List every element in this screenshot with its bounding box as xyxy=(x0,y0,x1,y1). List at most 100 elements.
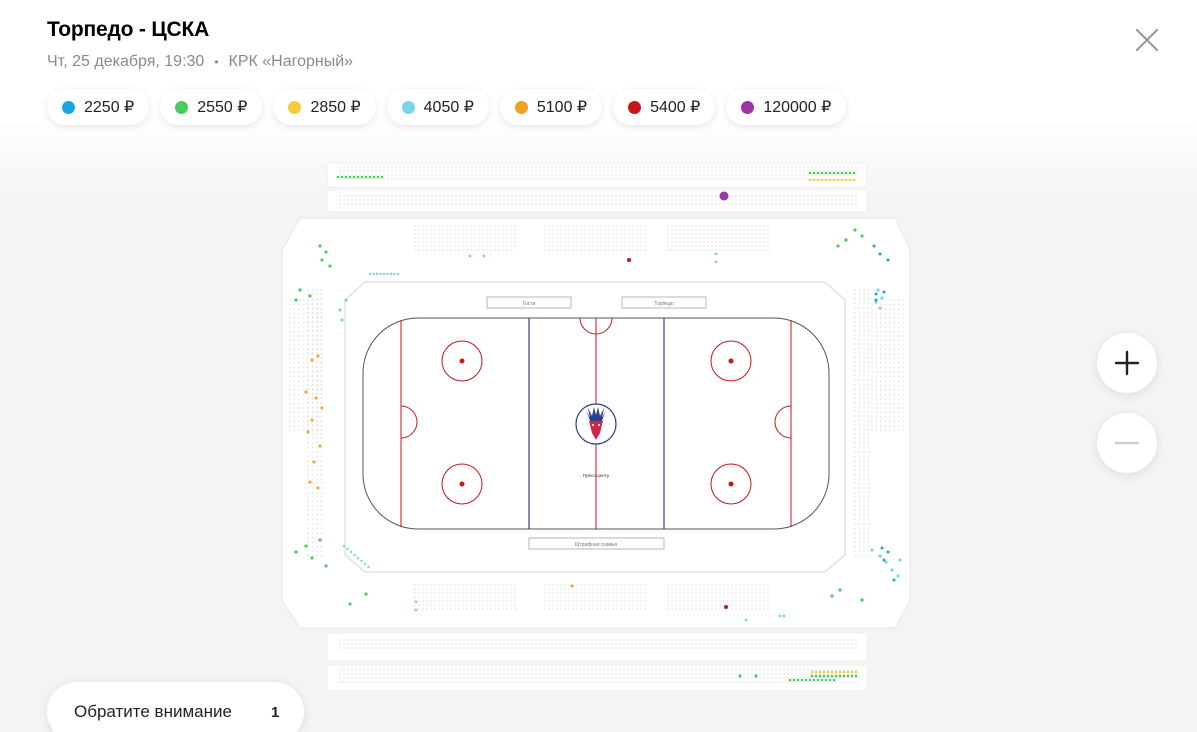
seat[interactable] xyxy=(644,245,646,247)
seat[interactable] xyxy=(371,166,373,168)
seat[interactable] xyxy=(423,174,425,176)
seat[interactable] xyxy=(763,596,765,598)
seat[interactable] xyxy=(544,249,546,251)
seat[interactable] xyxy=(563,677,565,679)
seat[interactable] xyxy=(575,174,577,176)
seat[interactable] xyxy=(615,647,617,649)
seat[interactable] xyxy=(671,166,673,168)
available-seat[interactable] xyxy=(808,171,812,175)
seat[interactable] xyxy=(363,174,365,176)
seat[interactable] xyxy=(699,596,701,598)
seat[interactable] xyxy=(446,245,448,247)
seat[interactable] xyxy=(506,584,508,586)
seat[interactable] xyxy=(427,178,429,180)
seat[interactable] xyxy=(454,245,456,247)
seat[interactable] xyxy=(867,379,870,381)
available-seat[interactable] xyxy=(878,554,882,558)
seat[interactable] xyxy=(438,584,440,586)
seat[interactable] xyxy=(375,166,377,168)
seat[interactable] xyxy=(867,383,870,386)
seat[interactable] xyxy=(635,669,637,671)
seat[interactable] xyxy=(616,608,618,610)
seat[interactable] xyxy=(459,195,461,197)
seat[interactable] xyxy=(491,669,493,671)
seat[interactable] xyxy=(289,348,291,351)
seat[interactable] xyxy=(735,225,737,227)
seat[interactable] xyxy=(889,389,891,391)
seat[interactable] xyxy=(699,245,701,247)
seat[interactable] xyxy=(632,225,634,227)
seat[interactable] xyxy=(831,203,833,205)
seat[interactable] xyxy=(644,233,646,235)
seat[interactable] xyxy=(403,166,405,168)
seat[interactable] xyxy=(902,366,905,369)
seat[interactable] xyxy=(422,233,424,235)
seat[interactable] xyxy=(671,596,673,598)
seat[interactable] xyxy=(403,639,405,641)
seat[interactable] xyxy=(671,647,673,649)
seat[interactable] xyxy=(552,229,554,231)
seat[interactable] xyxy=(902,348,905,351)
seat[interactable] xyxy=(475,643,477,645)
seat[interactable] xyxy=(679,233,681,235)
seat[interactable] xyxy=(898,335,900,337)
seat[interactable] xyxy=(628,604,630,606)
seat[interactable] xyxy=(603,669,605,671)
seat[interactable] xyxy=(683,199,685,201)
seat[interactable] xyxy=(527,673,529,675)
seat[interactable] xyxy=(479,677,481,679)
seat[interactable] xyxy=(427,669,429,671)
seat[interactable] xyxy=(316,302,318,305)
seat[interactable] xyxy=(451,199,453,201)
seat[interactable] xyxy=(311,415,314,417)
seat[interactable] xyxy=(320,383,323,386)
seat[interactable] xyxy=(604,229,606,231)
seat[interactable] xyxy=(320,464,323,467)
seat[interactable] xyxy=(595,199,597,201)
seat[interactable] xyxy=(560,245,562,247)
seat[interactable] xyxy=(855,170,857,172)
seat[interactable] xyxy=(434,241,436,243)
seat[interactable] xyxy=(759,237,761,239)
seat[interactable] xyxy=(675,608,677,610)
seat[interactable] xyxy=(695,245,697,247)
seat[interactable] xyxy=(458,588,460,590)
seat[interactable] xyxy=(463,639,465,641)
available-seat[interactable] xyxy=(382,272,386,276)
seat[interactable] xyxy=(783,199,785,201)
seat[interactable] xyxy=(731,195,733,197)
seat[interactable] xyxy=(763,199,765,201)
seat[interactable] xyxy=(547,643,549,645)
seat[interactable] xyxy=(739,249,741,251)
seat[interactable] xyxy=(559,669,561,671)
seat[interactable] xyxy=(455,677,457,679)
seat[interactable] xyxy=(884,371,887,373)
seat[interactable] xyxy=(735,166,737,168)
seat[interactable] xyxy=(567,174,569,176)
seat[interactable] xyxy=(511,639,513,641)
seat[interactable] xyxy=(715,203,717,205)
seat[interactable] xyxy=(719,647,721,649)
seat[interactable] xyxy=(407,174,409,176)
seat[interactable] xyxy=(568,604,570,606)
seat[interactable] xyxy=(293,353,296,355)
seat[interactable] xyxy=(884,402,887,405)
seat[interactable] xyxy=(791,681,793,683)
seat[interactable] xyxy=(422,229,424,231)
seat[interactable] xyxy=(647,669,649,671)
seat[interactable] xyxy=(427,681,429,683)
seat[interactable] xyxy=(383,195,385,197)
seat[interactable] xyxy=(479,166,481,168)
seat[interactable] xyxy=(316,379,318,381)
seat[interactable] xyxy=(418,588,420,590)
seat[interactable] xyxy=(442,592,444,594)
seat[interactable] xyxy=(735,229,737,231)
available-seat[interactable] xyxy=(854,674,858,678)
seat[interactable] xyxy=(564,600,566,602)
seat[interactable] xyxy=(854,545,856,548)
seat[interactable] xyxy=(884,384,887,387)
seat[interactable] xyxy=(719,604,721,606)
seat[interactable] xyxy=(600,604,602,606)
seat[interactable] xyxy=(311,455,314,458)
seat[interactable] xyxy=(616,249,618,251)
